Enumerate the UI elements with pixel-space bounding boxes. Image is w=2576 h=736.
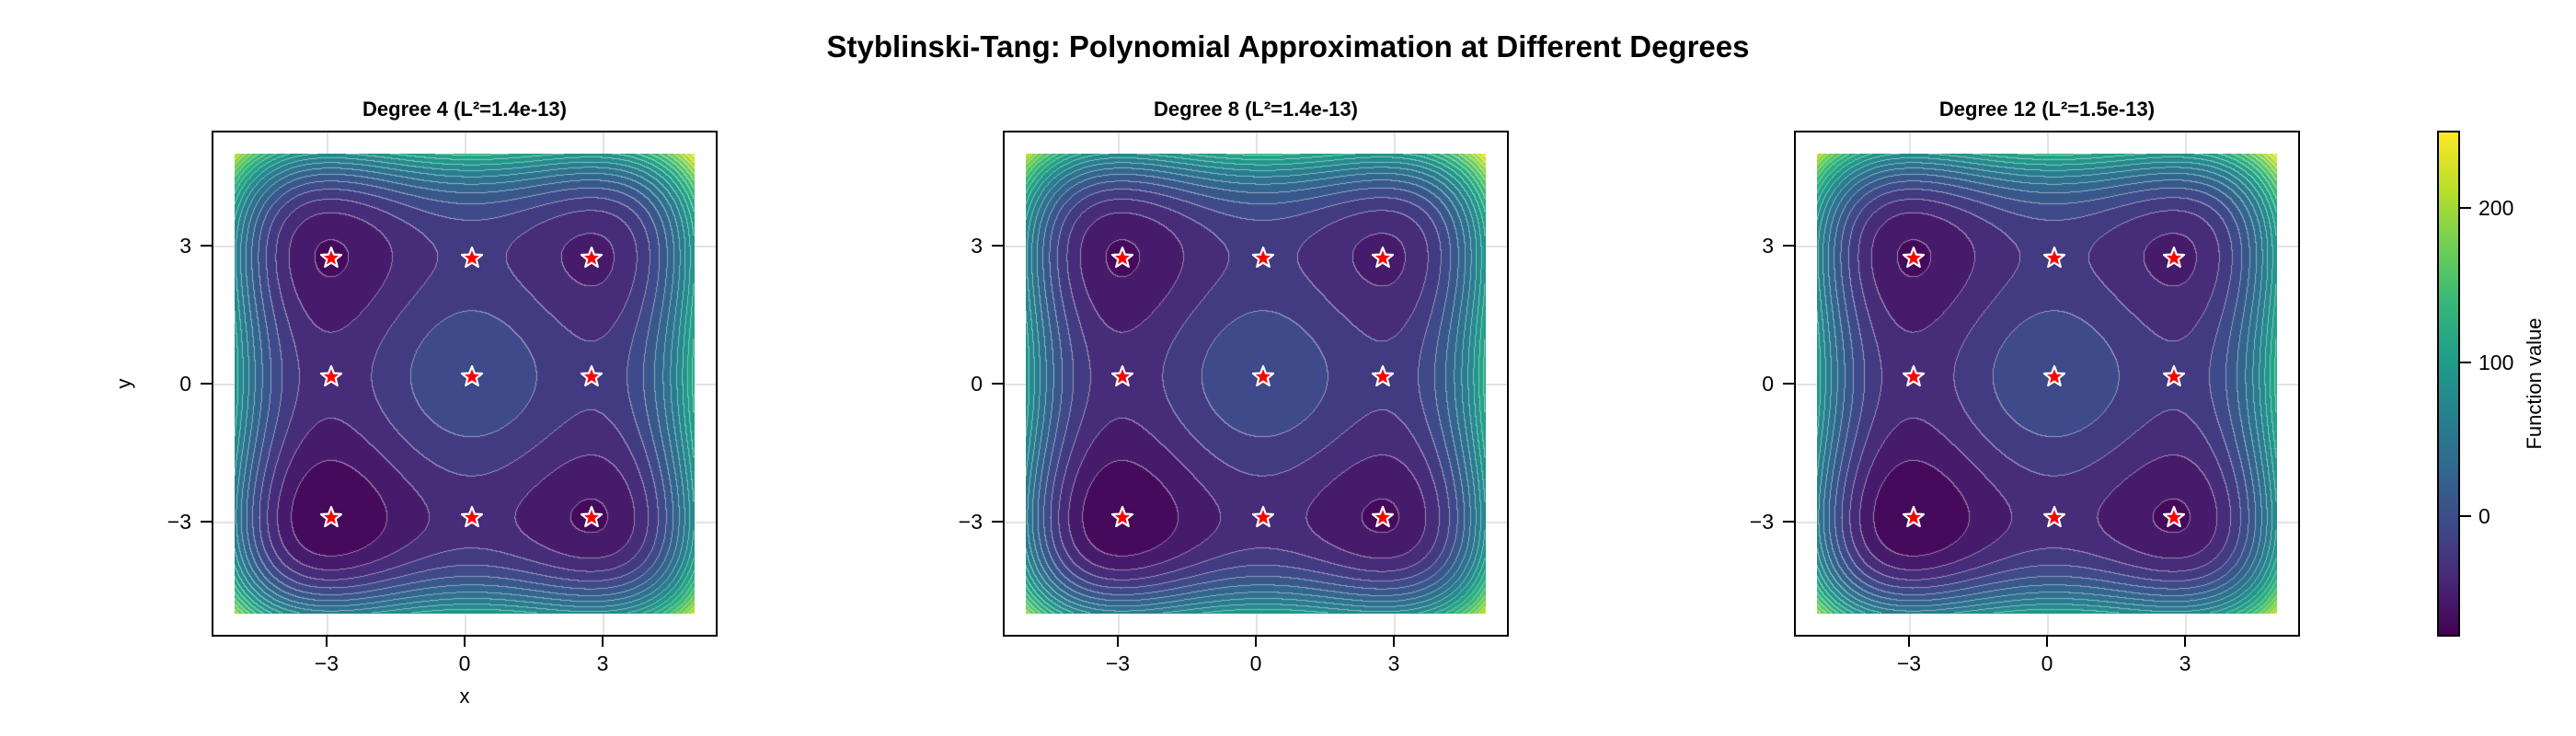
x-tick (602, 637, 604, 647)
figure-title: Styblinski-Tang: Polynomial Approximatio… (826, 29, 1750, 63)
star-marker-icon (1902, 246, 1926, 268)
star-marker-icon (1110, 505, 1134, 528)
y-tick-label: 0 (1762, 372, 1774, 396)
x-tick-label: −3 (1896, 651, 1922, 675)
star-marker-icon (1371, 364, 1394, 387)
star-marker-icon (580, 246, 603, 268)
panel-degree-8: Degree 8 (L²=1.4e-13) −3 0 3 3 0 −3 (959, 0, 1509, 736)
star-marker-icon (2042, 364, 2066, 387)
star-marker-icon (1902, 505, 1926, 528)
star-marker-icon (460, 505, 484, 528)
panel-title: Degree 12 (L²=1.5e-13) (1938, 98, 2156, 121)
y-tick-label: −3 (1749, 510, 1774, 534)
star-marker-icon (1251, 364, 1275, 387)
colorbar-tick (2460, 207, 2471, 209)
y-tick (201, 521, 212, 523)
colorbar-label: Function value (2523, 317, 2546, 450)
colorbar-tick-label: 200 (2478, 196, 2514, 220)
x-tick (1255, 637, 1257, 647)
x-tick (1117, 637, 1119, 647)
star-marker-icon (1371, 246, 1394, 268)
x-tick-label: 3 (596, 651, 609, 675)
x-tick-label: 3 (2179, 651, 2191, 675)
plot-area (212, 131, 718, 637)
x-tick-label: 3 (1387, 651, 1400, 675)
y-tick-label: 3 (1762, 234, 1774, 258)
x-tick-label: 0 (1249, 651, 1262, 675)
star-marker-icon (2162, 364, 2185, 387)
star-marker-icon (319, 246, 343, 268)
star-marker-icon (460, 364, 484, 387)
panel-title: Degree 4 (L²=1.4e-13) (362, 98, 567, 121)
star-marker-icon (2042, 505, 2066, 528)
x-tick (1908, 637, 1910, 647)
y-tick (201, 383, 212, 385)
plot-area (1794, 131, 2300, 637)
y-tick (992, 245, 1003, 247)
colorbar-tick (2460, 515, 2471, 517)
y-axis-label: y (112, 378, 135, 389)
colorbar-tick (2460, 362, 2471, 363)
x-tick (2046, 637, 2048, 647)
y-tick-label: 3 (971, 234, 983, 258)
star-marker-icon (319, 505, 343, 528)
x-tick-label: 0 (2041, 651, 2053, 675)
y-tick-label: 0 (179, 372, 191, 396)
y-tick (1783, 383, 1794, 385)
star-marker-icon (1902, 364, 1926, 387)
y-tick (201, 245, 212, 247)
x-tick (1393, 637, 1395, 647)
contour-plot (1817, 154, 2277, 614)
colorbar (2437, 131, 2460, 637)
star-marker-icon (460, 246, 484, 268)
x-axis-label: x (459, 684, 470, 707)
contour-plot (1026, 154, 1486, 614)
x-tick (464, 637, 466, 647)
x-tick-label: 0 (458, 651, 471, 675)
star-marker-icon (2042, 246, 2066, 268)
y-tick (1783, 521, 1794, 523)
y-tick (1783, 245, 1794, 247)
star-marker-icon (1251, 246, 1275, 268)
y-tick-label: 3 (179, 234, 191, 258)
star-marker-icon (1110, 246, 1134, 268)
y-tick (992, 521, 1003, 523)
x-tick (326, 637, 328, 647)
x-tick-label: −3 (314, 651, 339, 675)
colorbar-tick-label: 0 (2478, 504, 2490, 528)
colorbar-tick-label: 100 (2478, 351, 2514, 374)
star-marker-icon (2162, 246, 2185, 268)
star-marker-icon (580, 364, 603, 387)
panel-degree-4: Degree 4 (L²=1.4e-13) −3 0 3 3 0 −3 x y (112, 0, 718, 736)
y-tick-label: −3 (167, 510, 191, 534)
y-tick-label: 0 (971, 372, 983, 396)
star-marker-icon (1371, 505, 1394, 528)
x-tick (2184, 637, 2186, 647)
plot-area (1003, 131, 1509, 637)
star-marker-icon (2162, 505, 2185, 528)
contour-plot (235, 154, 695, 614)
panel-degree-12: Degree 12 (L²=1.5e-13) −3 0 3 3 0 −3 (1750, 0, 2300, 736)
y-tick-label: −3 (958, 510, 983, 534)
star-marker-icon (1110, 364, 1134, 387)
x-tick-label: −3 (1105, 651, 1131, 675)
star-marker-icon (580, 505, 603, 528)
panel-title: Degree 8 (L²=1.4e-13) (1154, 98, 1358, 121)
star-marker-icon (319, 364, 343, 387)
star-marker-icon (1251, 505, 1275, 528)
y-tick (992, 383, 1003, 385)
